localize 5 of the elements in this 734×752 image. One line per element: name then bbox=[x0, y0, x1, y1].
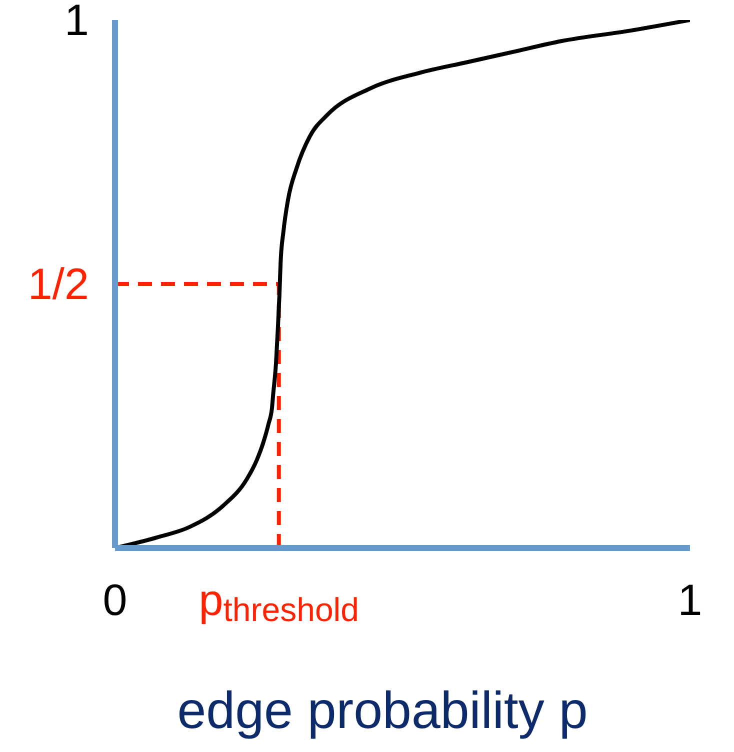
x-tick-label: p$_{threshold}$ bbox=[198, 576, 359, 628]
y-tick-label: 1/2 bbox=[28, 260, 89, 308]
x-tick-label: 0 bbox=[102, 576, 128, 624]
x-tick-label: 1 bbox=[678, 576, 702, 624]
x-axis-title: edge probability p bbox=[177, 682, 588, 740]
